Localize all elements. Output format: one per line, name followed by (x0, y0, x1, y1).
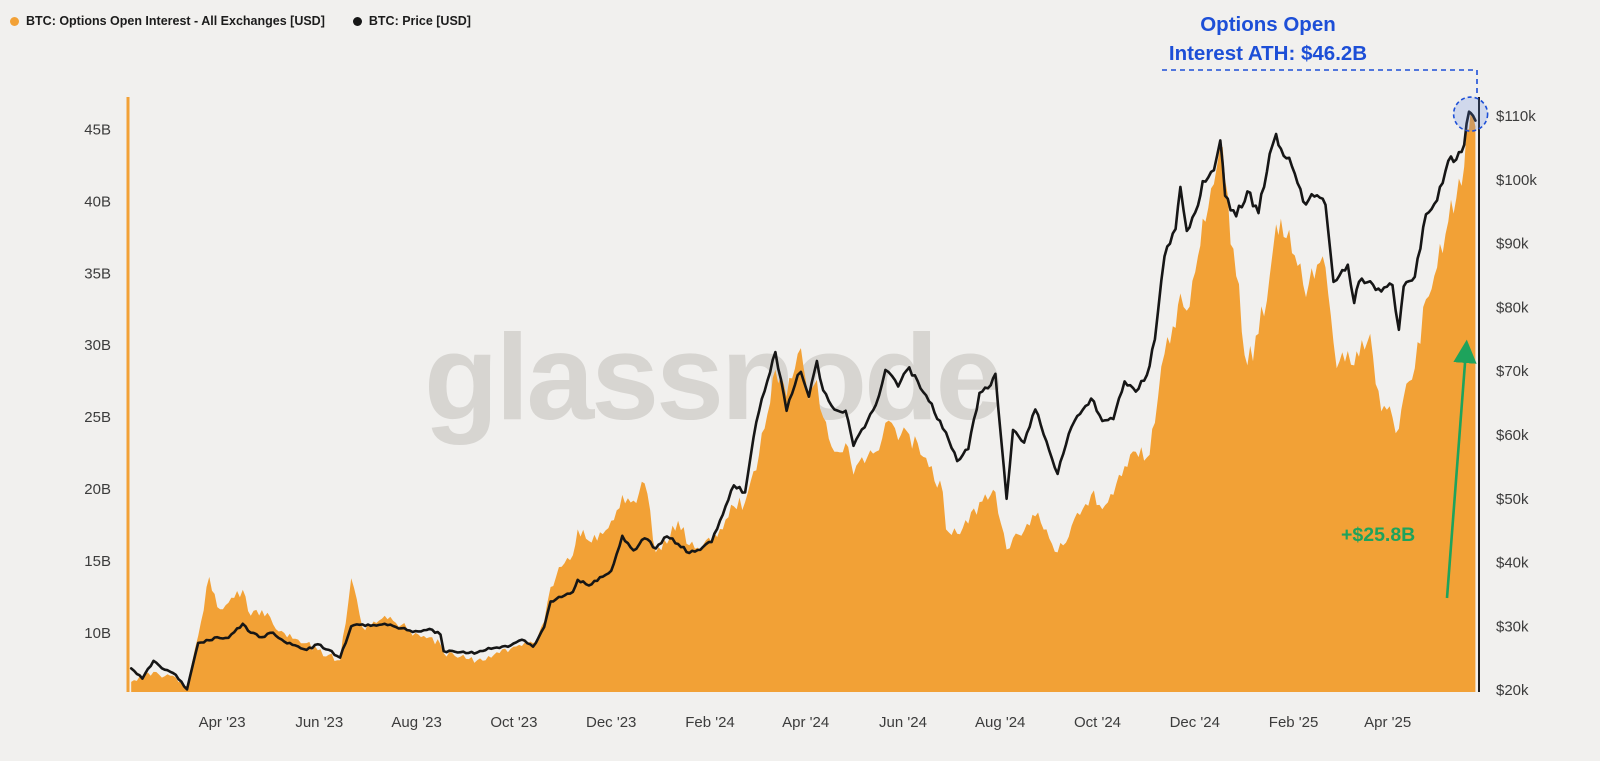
x-axis-tick: Aug '24 (975, 714, 1025, 731)
delta-annotation: +$25.8B (1341, 524, 1416, 546)
right-axis-tick: $110k (1496, 108, 1536, 125)
legend: BTC: Options Open Interest - All Exchang… (10, 14, 471, 28)
left-axis-tick: 10B (84, 625, 111, 642)
price-line (129, 110, 1477, 691)
x-axis-tick: Jun '23 (295, 714, 343, 731)
ath-connector-line (1162, 69, 1478, 96)
ath-annotation-line2: Interest ATH: $46.2B (1168, 42, 1368, 66)
x-axis-tick: Apr '24 (782, 714, 829, 731)
x-axis-tick: Oct '24 (1074, 714, 1121, 731)
left-axis-tick: 40B (84, 193, 111, 210)
left-axis-tick: 45B (84, 121, 111, 138)
right-axis-tick: $90k (1496, 236, 1529, 253)
left-axis-tick: 20B (84, 481, 111, 498)
x-axis-tick: Jun '24 (879, 714, 927, 731)
right-axis-tick: $70k (1496, 363, 1529, 380)
legend-label-price: BTC: Price [USD] (368, 14, 471, 28)
x-axis-tick: Dec '24 (1170, 714, 1220, 731)
x-axis-tick: Oct '23 (490, 714, 537, 731)
left-axis-tick: 25B (84, 409, 111, 426)
right-axis-tick: $30k (1496, 618, 1529, 635)
x-axis-tick: Apr '25 (1364, 714, 1411, 731)
legend-label-open-interest: BTC: Options Open Interest - All Exchang… (26, 14, 325, 28)
left-axis-tick: 30B (84, 337, 111, 354)
right-axis-tick: $100k (1496, 172, 1537, 189)
delta-arrow (1445, 339, 1477, 599)
ath-annotation: Options Open Interest ATH: $46.2B (1118, 10, 1418, 68)
ath-highlight-circle (1452, 96, 1489, 132)
left-axis-tick: 35B (84, 265, 111, 282)
legend-item-price[interactable]: BTC: Price [USD] (352, 14, 471, 28)
right-axis-tick: $20k (1496, 682, 1529, 699)
right-axis-tick: $60k (1496, 427, 1529, 444)
ath-annotation-line1: Options Open (1200, 13, 1336, 36)
left-axis-tick: 15B (84, 553, 111, 570)
x-axis-tick: Aug '23 (391, 714, 441, 731)
x-axis-tick: Dec '23 (586, 714, 636, 731)
x-axis-tick: Feb '24 (685, 714, 735, 731)
open-interest-area (131, 112, 1476, 693)
x-axis-tick: Apr '23 (199, 714, 246, 731)
x-axis-tick: Feb '25 (1269, 714, 1319, 731)
right-axis-tick: $50k (1496, 491, 1529, 508)
price-swatch-icon (352, 16, 362, 26)
right-axis-tick: $80k (1496, 300, 1529, 317)
right-axis-tick: $40k (1496, 555, 1529, 572)
legend-item-open-interest[interactable]: BTC: Options Open Interest - All Exchang… (10, 14, 325, 28)
open-interest-swatch-icon (10, 16, 19, 26)
